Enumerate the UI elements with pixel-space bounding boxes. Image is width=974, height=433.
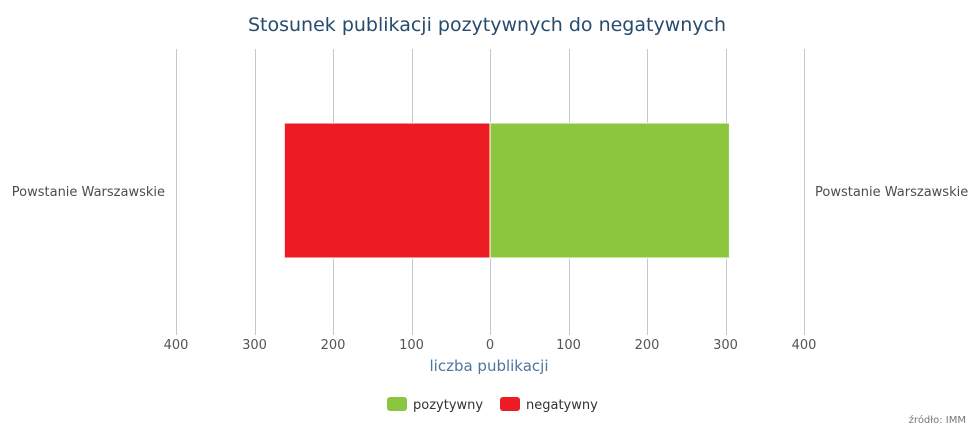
legend-swatch-negative bbox=[500, 397, 520, 411]
x-tick-label: 400 bbox=[164, 338, 189, 353]
x-tick-label: 300 bbox=[713, 338, 738, 353]
x-tick-label: 400 bbox=[792, 338, 817, 353]
credits[interactable]: źródło: IMM bbox=[909, 414, 966, 426]
x-axis-ticks: 400 300 200 100 0 100 200 300 400 bbox=[164, 338, 817, 353]
x-tick-label: 200 bbox=[321, 338, 346, 353]
x-tick-label: 0 bbox=[486, 338, 494, 353]
x-tick-label: 100 bbox=[556, 338, 581, 353]
x-tick-label: 100 bbox=[399, 338, 424, 353]
legend-item-negative[interactable]: negatywny bbox=[500, 397, 598, 413]
legend-label-positive: pozytywny bbox=[413, 398, 483, 413]
legend-label-negative: negatywny bbox=[526, 398, 598, 413]
x-tick-label: 300 bbox=[242, 338, 267, 353]
bars bbox=[283, 122, 730, 259]
x-tick-label: 200 bbox=[635, 338, 660, 353]
bar-negative[interactable] bbox=[283, 122, 491, 259]
legend-swatch-positive bbox=[387, 397, 407, 411]
x-axis-title: liczba publikacji bbox=[429, 357, 548, 375]
legend-item-positive[interactable]: pozytywny bbox=[387, 397, 483, 413]
category-label-right: Powstanie Warszawskie bbox=[815, 185, 968, 200]
bar-positive[interactable] bbox=[489, 122, 730, 259]
category-label-left: Powstanie Warszawskie bbox=[12, 185, 165, 200]
legend[interactable]: pozytywny negatywny bbox=[387, 397, 598, 413]
chart-title: Stosunek publikacji pozytywnych do negat… bbox=[248, 14, 726, 36]
